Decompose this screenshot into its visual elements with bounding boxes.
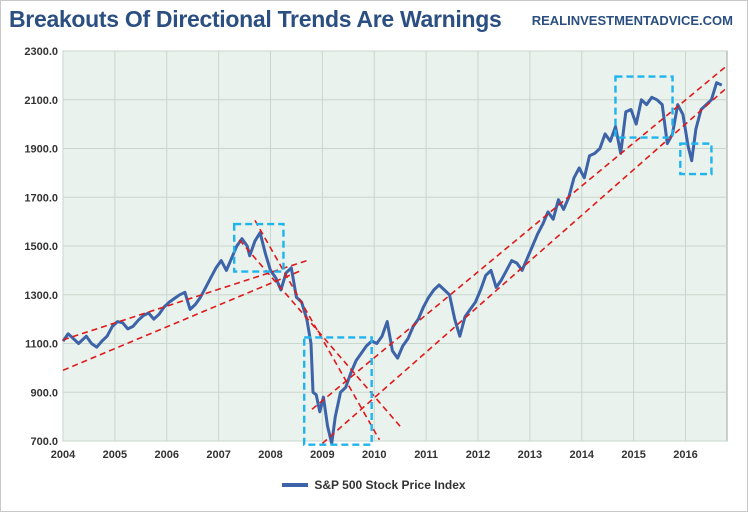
highlight-boxes — [232, 75, 713, 446]
highlight-box — [303, 336, 373, 446]
source-label: REALINVESTMENTADVICE.COM — [531, 13, 733, 28]
highlight-box — [679, 142, 713, 176]
chart-title: Breakouts Of Directional Trends Are Warn… — [9, 6, 502, 32]
series-line-sp500 — [61, 81, 723, 445]
x-tick-label: 2009 — [310, 449, 334, 461]
x-tick-label: 2015 — [621, 449, 645, 461]
y-axis: 2300.0 2100.0 1900.0 1700.0 1500.0 1300.0 1100… — [24, 46, 58, 448]
x-tick-label: 2004 — [51, 449, 76, 461]
y-tick-label: 1500.0 — [24, 241, 58, 253]
x-tick-label: 2011 — [414, 449, 438, 461]
x-tick-label: 2013 — [518, 449, 542, 461]
x-axis: 2004 2005 2006 2007 2008 2009 2010 2011 2012 2013… — [51, 449, 698, 461]
series-layer — [61, 81, 723, 445]
trend-line — [62, 259, 308, 341]
x-tick-label: 2005 — [103, 449, 127, 461]
x-tick-label: 2008 — [258, 449, 282, 461]
chart: 2300.0 2100.0 1900.0 1700.0 1500.0 1300.0 1100… — [24, 46, 728, 461]
x-tick-label: 2010 — [362, 449, 386, 461]
y-tick-label: 2100.0 — [24, 95, 58, 107]
y-tick-label: 1900.0 — [24, 144, 58, 156]
grid — [62, 50, 727, 442]
x-tick-label: 2006 — [155, 449, 179, 461]
y-tick-label: 900.0 — [30, 387, 58, 399]
x-tick-label: 2012 — [466, 449, 490, 461]
trend-line — [62, 269, 302, 372]
x-tick-label: 2014 — [570, 449, 595, 461]
trend-line — [254, 220, 381, 441]
y-tick-label: 1100.0 — [25, 339, 58, 351]
x-tick-label: 2016 — [673, 449, 697, 461]
y-tick-label: 1700.0 — [24, 192, 58, 204]
legend: S&P 500 Stock Price Index — [1, 477, 747, 492]
y-tick-label: 2300.0 — [24, 46, 58, 58]
y-tick-label: 700.0 — [30, 436, 58, 448]
y-tick-label: 1300.0 — [24, 290, 58, 302]
highlight-box — [614, 75, 674, 139]
legend-label: S&P 500 Stock Price Index — [314, 477, 466, 492]
highlight-box — [232, 222, 285, 273]
legend-swatch — [282, 482, 309, 487]
x-tick-label: 2007 — [206, 449, 230, 461]
